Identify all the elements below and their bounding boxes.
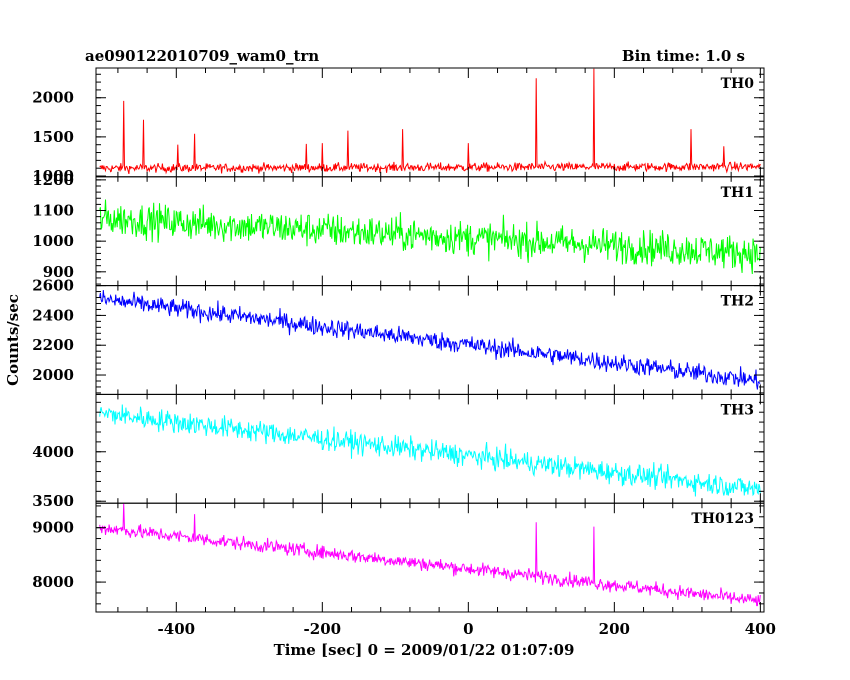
bin-time-label: Bin time: 1.0 s <box>622 47 745 65</box>
series-line-th0 <box>99 68 761 175</box>
chart-title: ae090122010709_wam0_trn <box>85 47 319 65</box>
y-tick-label: 2200 <box>32 336 74 354</box>
panel-label-th1: TH1 <box>721 185 754 201</box>
panel-label-th2: TH2 <box>721 294 754 310</box>
y-tick-label: 2600 <box>32 277 74 295</box>
panel-frame-th3 <box>95 393 765 504</box>
panel-frame-th0 <box>95 67 765 178</box>
x-tick-label: -200 <box>304 620 342 638</box>
y-tick-label: 1000 <box>32 167 74 185</box>
y-tick-label: 1000 <box>32 232 74 250</box>
series-line-th1 <box>99 199 761 275</box>
panel-frame-th0123 <box>95 502 765 613</box>
x-axis-label: Time [sec] 0 = 2009/01/22 01:07:09 <box>274 641 575 659</box>
x-tick-label: 400 <box>745 620 776 638</box>
series-line-th0123 <box>99 503 761 607</box>
series-line-th2 <box>99 290 761 390</box>
panel-label-th0: TH0 <box>721 76 755 92</box>
y-tick-label: 4000 <box>32 443 74 461</box>
panels-group: 100015002000TH0900100011001200TH12000220… <box>32 67 776 638</box>
y-tick-label: 3500 <box>32 492 74 510</box>
x-tick-label: 200 <box>599 620 630 638</box>
y-tick-label: 1200 <box>32 171 74 189</box>
x-tick-label: 0 <box>463 620 473 638</box>
x-tick-label: -400 <box>158 620 196 638</box>
y-tick-label: 9000 <box>32 519 74 537</box>
panel-label-th0123: TH0123 <box>691 511 754 527</box>
y-tick-label: 2400 <box>32 306 74 324</box>
y-tick-label: 8000 <box>32 573 74 591</box>
series-line-th3 <box>99 404 761 497</box>
panel-label-th3: TH3 <box>721 402 754 418</box>
y-tick-label: 900 <box>43 263 74 281</box>
y-tick-label: 2000 <box>32 366 74 384</box>
y-tick-label: 1100 <box>32 202 74 220</box>
y-axis-label: Counts/sec <box>4 294 22 386</box>
y-tick-label: 1500 <box>32 128 74 146</box>
y-tick-label: 2000 <box>32 89 74 107</box>
